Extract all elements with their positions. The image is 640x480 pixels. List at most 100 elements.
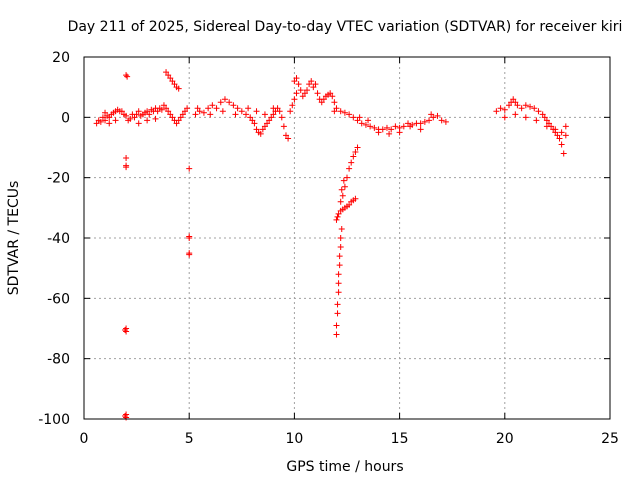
data-point [135, 108, 142, 115]
data-point [167, 111, 174, 118]
data-point [365, 117, 372, 124]
data-point [169, 114, 176, 121]
data-point [99, 114, 106, 121]
data-point [97, 118, 104, 125]
data-point [259, 126, 266, 133]
data-point [160, 102, 167, 109]
data-point [545, 120, 552, 127]
data-point [270, 105, 277, 112]
data-point [209, 102, 216, 109]
data-point [299, 93, 306, 100]
data-point [152, 115, 159, 122]
data-point [293, 90, 300, 97]
data-point [234, 105, 241, 112]
y-tick-label: -60 [47, 291, 70, 307]
data-point [501, 114, 508, 121]
data-point [276, 108, 283, 115]
data-point [337, 244, 344, 251]
data-point [169, 78, 176, 85]
data-point [144, 117, 151, 124]
data-point [118, 108, 125, 115]
data-point [346, 165, 353, 172]
data-point [539, 111, 546, 118]
data-point [535, 108, 542, 115]
data-point [392, 123, 399, 130]
data-point [379, 126, 386, 133]
data-point [335, 271, 342, 278]
data-point [527, 103, 534, 110]
data-point [334, 213, 341, 220]
data-point [219, 108, 226, 115]
data-point [261, 111, 268, 118]
data-point [344, 174, 350, 181]
data-point [562, 123, 569, 130]
data-point [293, 75, 300, 82]
data-point [306, 81, 313, 88]
data-point [338, 225, 345, 232]
data-point [329, 93, 336, 100]
data-point [249, 117, 256, 124]
data-point [122, 412, 129, 419]
data-point [184, 105, 191, 112]
data-point [146, 111, 153, 118]
data-point [285, 135, 292, 142]
data-point [205, 105, 212, 112]
data-point [291, 96, 298, 103]
data-point [386, 130, 393, 137]
data-point [261, 123, 268, 130]
data-point [337, 235, 344, 241]
data-point [171, 81, 178, 88]
data-point [135, 120, 142, 127]
y-tick-label: -100 [38, 412, 70, 428]
data-point [232, 111, 239, 118]
data-point [226, 99, 233, 106]
data-point [278, 114, 285, 121]
data-point [163, 69, 170, 76]
data-point [181, 108, 188, 115]
data-point [371, 124, 378, 131]
data-point [510, 96, 517, 103]
data-point [167, 75, 174, 82]
data-point [123, 112, 130, 119]
x-tick-label: 5 [185, 431, 194, 447]
data-point [282, 132, 289, 139]
data-point [331, 108, 338, 115]
data-point [417, 120, 424, 127]
data-point [127, 115, 134, 122]
data-point [554, 132, 561, 139]
data-point [186, 165, 193, 172]
data-point [497, 105, 504, 112]
data-point [122, 327, 129, 334]
x-tick-label: 15 [391, 431, 409, 447]
data-point [289, 102, 296, 109]
data-point [124, 73, 131, 80]
y-tick-label: -20 [47, 171, 70, 187]
data-point [280, 123, 287, 130]
data-point [337, 108, 344, 115]
data-point [434, 112, 441, 119]
data-point [297, 87, 304, 94]
data-point [428, 111, 435, 118]
data-point [247, 114, 254, 121]
data-point [243, 111, 250, 118]
data-point [560, 150, 567, 157]
data-point [346, 201, 353, 208]
data-point [400, 123, 407, 130]
data-points [93, 69, 569, 421]
data-point [340, 177, 347, 184]
data-point [200, 109, 207, 116]
data-point [318, 99, 325, 106]
data-point [339, 192, 346, 199]
data-point [334, 310, 341, 317]
x-tick-label: 10 [285, 431, 303, 447]
data-point [221, 96, 228, 103]
data-point [533, 117, 540, 124]
data-point [257, 130, 264, 137]
data-point [245, 105, 252, 112]
data-point [268, 114, 275, 121]
data-point [217, 99, 224, 106]
axis-ticks: 0 5 10 15 20 25 20 0 -20 -40 -60 -80 -100 [38, 50, 619, 447]
data-point [270, 111, 277, 118]
data-point [522, 114, 529, 121]
